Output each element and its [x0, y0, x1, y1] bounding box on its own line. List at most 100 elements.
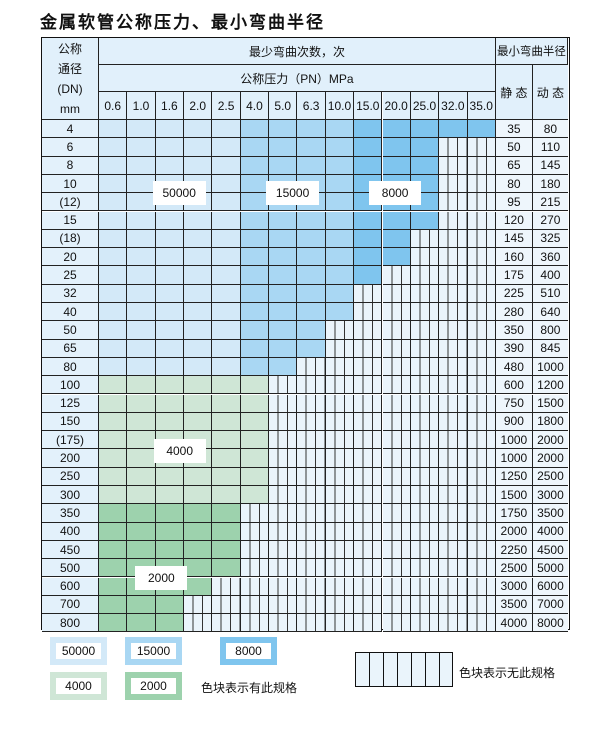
spec-available-cell	[240, 431, 270, 450]
spec-available-cell	[297, 120, 326, 139]
region-label-4000: 4000	[153, 439, 206, 464]
spec-available-cell	[155, 156, 185, 175]
spec-unavailable-cell	[467, 321, 496, 340]
spec-available-cell	[240, 303, 270, 322]
dn-cell: 40	[42, 303, 99, 322]
dn-cell: 65	[42, 339, 99, 358]
spec-available-cell	[240, 486, 270, 505]
spec-unavailable-cell	[240, 540, 270, 560]
spec-unavailable-cell	[354, 522, 383, 541]
spec-available-cell	[269, 229, 298, 249]
spec-available-cell	[212, 431, 241, 450]
spec-available-cell	[184, 138, 213, 157]
spec-available-cell	[184, 467, 213, 486]
spec-available-cell	[240, 174, 270, 194]
spec-unavailable-cell	[410, 431, 440, 450]
spec-available-cell	[240, 156, 270, 175]
dynamic-radius-cell: 2000	[532, 449, 568, 468]
spec-available-cell	[184, 284, 213, 303]
spec-available-cell	[127, 303, 156, 322]
spec-unavailable-cell	[382, 376, 411, 395]
spec-unavailable-cell	[467, 193, 496, 212]
spec-unavailable-cell	[269, 486, 298, 505]
spec-unavailable-cell	[467, 303, 496, 322]
spec-unavailable-cell	[354, 357, 383, 377]
min-bend-radius-header: 最小弯曲半径	[495, 38, 568, 65]
spec-unavailable-cell	[354, 449, 383, 468]
spec-unavailable-cell	[467, 211, 496, 230]
dynamic-radius-cell: 845	[532, 339, 568, 358]
pressure-column-header: 6.3	[297, 92, 326, 120]
spec-available-cell	[325, 266, 355, 285]
static-radius-cell: 4000	[495, 614, 533, 633]
spec-available-cell	[127, 412, 156, 432]
spec-available-cell	[184, 229, 213, 249]
spec-unavailable-cell	[439, 449, 468, 468]
spec-unavailable-cell	[439, 284, 468, 303]
spec-available-cell	[127, 138, 156, 157]
spec-unavailable-cell	[467, 229, 496, 249]
spec-available-cell	[297, 156, 326, 175]
dn-cell: 400	[42, 522, 99, 541]
spec-available-cell	[155, 486, 185, 505]
legend-label: 4000	[56, 678, 101, 694]
dynamic-radius-cell: 4500	[532, 540, 568, 560]
dynamic-radius-cell: 8000	[532, 614, 568, 633]
spec-unavailable-cell	[382, 522, 411, 541]
spec-unavailable-cell	[354, 577, 383, 596]
dn-cell: 25	[42, 266, 99, 285]
spec-unavailable-cell	[439, 321, 468, 340]
spec-available-cell	[127, 156, 156, 175]
spec-unavailable-cell	[325, 595, 355, 615]
spec-available-cell	[240, 138, 270, 157]
spec-unavailable-cell	[325, 394, 355, 413]
dn-cell: 250	[42, 467, 99, 486]
spec-available-cell	[240, 284, 270, 303]
dn-cell: 350	[42, 504, 99, 523]
dynamic-radius-cell: 145	[532, 156, 568, 175]
spec-unavailable-cell	[382, 321, 411, 340]
spec-available-cell	[240, 412, 270, 432]
spec-unavailable-cell	[297, 559, 326, 578]
spec-available-cell	[212, 412, 241, 432]
static-radius-cell: 175	[495, 266, 533, 285]
spec-available-cell	[354, 120, 383, 139]
spec-available-cell	[184, 357, 213, 377]
spec-available-cell	[382, 156, 411, 175]
spec-available-cell	[155, 339, 185, 358]
spec-unavailable-cell	[410, 614, 440, 633]
spec-available-cell	[212, 376, 241, 395]
spec-available-cell	[99, 577, 128, 596]
spec-unavailable-cell	[439, 339, 468, 358]
spec-unavailable-cell	[467, 284, 496, 303]
spec-available-cell	[212, 321, 241, 340]
spec-available-cell	[240, 248, 270, 267]
dn-cell: 50	[42, 321, 99, 340]
dn-header-line: (DN)	[57, 81, 83, 96]
spec-available-cell	[354, 156, 383, 175]
spec-unavailable-cell	[410, 467, 440, 486]
legend-label: 15000	[131, 643, 176, 659]
spec-unavailable-cell	[212, 577, 241, 596]
dynamic-radius-cell: 510	[532, 284, 568, 303]
spec-available-cell	[155, 229, 185, 249]
spec-available-cell	[184, 211, 213, 230]
static-radius-cell: 2250	[495, 540, 533, 560]
dn-cell: 10	[42, 174, 99, 194]
spec-unavailable-cell	[325, 357, 355, 377]
spec-available-cell	[99, 467, 128, 486]
spec-available-cell	[99, 394, 128, 413]
spec-unavailable-cell	[439, 467, 468, 486]
spec-available-cell	[325, 156, 355, 175]
dn-header-line: 通径	[57, 61, 82, 76]
dynamic-radius-cell: 2000	[532, 431, 568, 450]
spec-unavailable-cell	[269, 449, 298, 468]
spec-available-cell	[99, 284, 128, 303]
spec-unavailable-cell	[410, 522, 440, 541]
spec-available-cell	[184, 156, 213, 175]
spec-available-cell	[212, 559, 241, 578]
dynamic-radius-cell: 800	[532, 321, 568, 340]
static-radius-cell: 80	[495, 174, 533, 194]
spec-unavailable-cell	[240, 577, 270, 596]
spec-available-cell	[269, 120, 298, 139]
